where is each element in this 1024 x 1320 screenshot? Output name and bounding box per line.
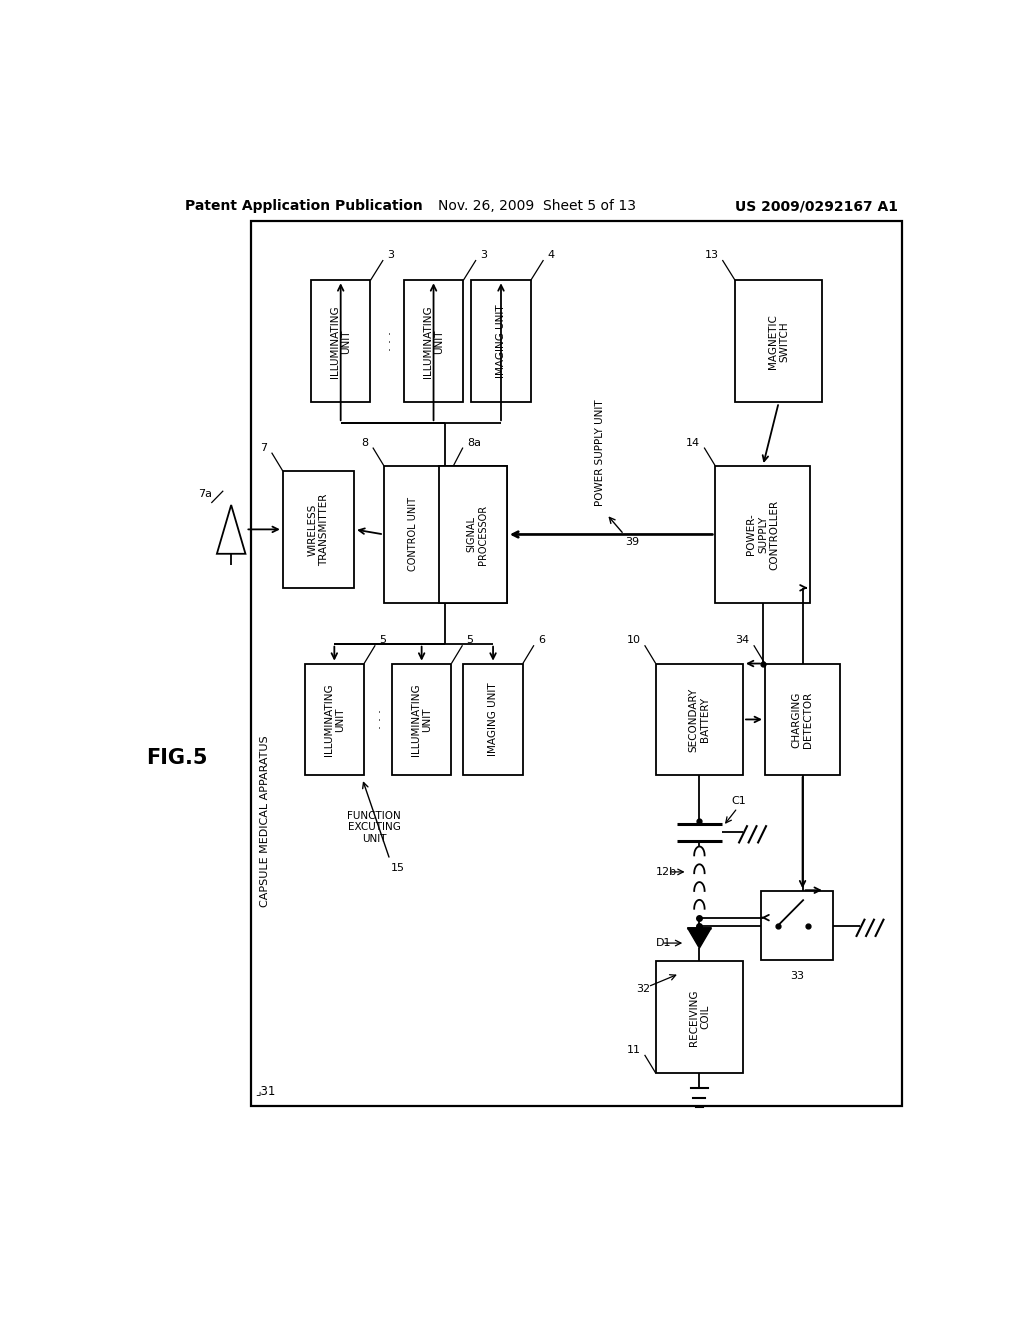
Text: 39: 39: [626, 536, 640, 546]
Bar: [384, 466, 507, 603]
Text: CHARGING
DETECTOR: CHARGING DETECTOR: [792, 692, 813, 747]
Bar: [655, 961, 743, 1073]
Text: SIGNAL
PROCESSOR: SIGNAL PROCESSOR: [466, 504, 487, 565]
Text: ILLUMINATING
UNIT: ILLUMINATING UNIT: [411, 684, 432, 756]
Bar: [655, 664, 743, 775]
Bar: [761, 891, 833, 961]
Text: 12b: 12b: [655, 867, 677, 876]
Bar: [715, 466, 811, 603]
Text: 10: 10: [627, 635, 641, 645]
Text: 32: 32: [636, 983, 650, 994]
Text: US 2009/0292167 A1: US 2009/0292167 A1: [735, 199, 898, 213]
Text: 7a: 7a: [198, 488, 212, 499]
Text: ILLUMINATING
UNIT: ILLUMINATING UNIT: [330, 305, 351, 378]
Text: 7: 7: [260, 442, 267, 453]
Polygon shape: [687, 928, 712, 948]
Text: . . .: . . .: [372, 709, 384, 730]
Text: MAGNETIC
SWITCH: MAGNETIC SWITCH: [768, 314, 790, 368]
Bar: [403, 280, 463, 403]
Bar: [251, 222, 902, 1106]
Text: 8a: 8a: [467, 437, 481, 447]
Bar: [735, 280, 822, 403]
Text: 4: 4: [548, 249, 555, 260]
Text: IMAGING UNIT: IMAGING UNIT: [496, 305, 506, 378]
Text: . . .: . . .: [381, 331, 393, 351]
Text: ILLUMINATING
UNIT: ILLUMINATING UNIT: [324, 684, 345, 756]
Text: 34: 34: [735, 635, 750, 645]
Bar: [283, 471, 354, 587]
Text: 3: 3: [480, 249, 487, 260]
Text: ⌟31: ⌟31: [255, 1085, 275, 1097]
Bar: [304, 664, 365, 775]
Text: ILLUMINATING
UNIT: ILLUMINATING UNIT: [423, 305, 444, 378]
Text: 6: 6: [538, 635, 545, 645]
Bar: [311, 280, 371, 403]
Text: 5: 5: [379, 635, 386, 645]
Text: POWER-
SUPPLY
CONTROLLER: POWER- SUPPLY CONTROLLER: [746, 499, 779, 569]
Text: 15: 15: [391, 863, 404, 873]
Text: 33: 33: [790, 970, 804, 981]
Text: 8: 8: [361, 437, 369, 447]
Text: FIG.5: FIG.5: [146, 748, 208, 768]
Text: CONTROL UNIT: CONTROL UNIT: [409, 498, 418, 572]
Text: SECONDARY
BATTERY: SECONDARY BATTERY: [688, 688, 711, 751]
Bar: [392, 664, 452, 775]
Text: Nov. 26, 2009  Sheet 5 of 13: Nov. 26, 2009 Sheet 5 of 13: [437, 199, 636, 213]
Text: FUNCTION
EXCUTING
UNIT: FUNCTION EXCUTING UNIT: [347, 810, 400, 843]
Text: 13: 13: [705, 249, 719, 260]
Text: IMAGING UNIT: IMAGING UNIT: [488, 682, 498, 756]
Text: WIRELESS
TRANSMITTER: WIRELESS TRANSMITTER: [307, 494, 330, 565]
Text: CAPSULE MEDICAL APPARATUS: CAPSULE MEDICAL APPARATUS: [260, 735, 270, 907]
Bar: [463, 664, 523, 775]
Text: 5: 5: [467, 635, 473, 645]
Text: POWER SUPPLY UNIT: POWER SUPPLY UNIT: [595, 400, 605, 507]
Text: D1: D1: [655, 939, 672, 948]
Text: RECEIVING
COIL: RECEIVING COIL: [688, 989, 711, 1045]
Text: Patent Application Publication: Patent Application Publication: [185, 199, 423, 213]
Text: 3: 3: [387, 249, 394, 260]
Bar: [471, 280, 530, 403]
Text: 14: 14: [686, 437, 700, 447]
Text: 11: 11: [627, 1045, 641, 1055]
Text: C1: C1: [731, 796, 745, 805]
Bar: [439, 466, 507, 603]
Bar: [765, 664, 841, 775]
